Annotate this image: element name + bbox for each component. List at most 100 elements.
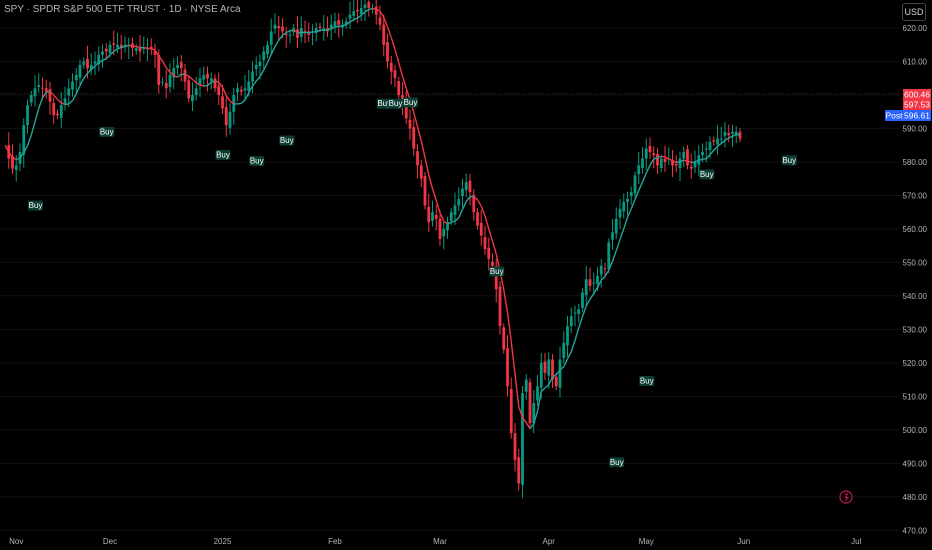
candle (269, 18, 273, 55)
svg-text:Buy: Buy (640, 376, 654, 385)
ma-segment (559, 366, 565, 371)
ma-segment (237, 102, 242, 105)
ma-segment (623, 217, 629, 230)
candle (637, 152, 641, 185)
currency-button[interactable]: USD (902, 3, 926, 21)
ma-segment (653, 156, 658, 160)
candle (562, 331, 566, 364)
ma-segment (604, 269, 610, 277)
ma-segment (443, 220, 448, 225)
ma-segment (143, 46, 148, 49)
price-label: Post 596.61 (885, 110, 931, 121)
candle (536, 374, 539, 406)
candle (209, 72, 213, 90)
candle (74, 67, 78, 94)
ma-segment (57, 98, 62, 104)
ma-segment (514, 373, 520, 407)
ma-segment (664, 156, 670, 160)
ma-segment (506, 312, 512, 342)
candle (626, 191, 629, 216)
candle (359, 0, 363, 22)
ma-segment (308, 31, 313, 34)
candle (164, 69, 168, 99)
candle (727, 124, 731, 143)
ma-segment (124, 44, 129, 48)
candle (513, 423, 517, 472)
candle (329, 14, 333, 41)
ma-segment (154, 49, 160, 57)
candle (431, 200, 434, 227)
ma-segment (375, 8, 381, 12)
ma-segment (86, 68, 92, 74)
candle (29, 90, 33, 107)
ma-segment (330, 26, 336, 30)
x-tick-label: Jun (737, 537, 750, 546)
y-tick-label: 530.00 (903, 325, 928, 334)
buy-signal-label: Buy (388, 98, 403, 109)
svg-text:Post: Post (885, 111, 903, 121)
ma-segment (218, 81, 224, 88)
ma-segment (687, 160, 692, 164)
candle (221, 84, 224, 114)
candle (333, 12, 337, 34)
candle (524, 374, 528, 401)
ma-segment (645, 165, 651, 174)
candle (206, 66, 209, 92)
ma-segment (555, 369, 561, 376)
time-axis[interactable]: Nov Dec 2025 Feb Mar Apr May Jun Jul (9, 537, 861, 546)
y-tick-label: 510.00 (903, 392, 928, 401)
candle (322, 14, 326, 41)
candle (442, 221, 446, 250)
ma-segment (705, 154, 711, 160)
ma-segment (589, 293, 595, 300)
ma-segment (158, 55, 164, 62)
candle (464, 173, 468, 198)
candle (26, 99, 29, 134)
ma-segment (390, 37, 396, 50)
ma-segment (105, 54, 111, 60)
ma-segment (702, 157, 707, 160)
candle (97, 46, 101, 72)
candle (56, 109, 59, 120)
candle (434, 204, 438, 231)
ma-segment (521, 417, 527, 424)
candle (348, 1, 352, 29)
ma-segment (345, 21, 351, 26)
candle (419, 159, 423, 188)
ma-segment (136, 45, 141, 49)
ma-segment (240, 99, 246, 104)
svg-text:597.53: 597.53 (904, 100, 930, 110)
ma-segment (49, 91, 55, 96)
ma-segment (203, 84, 208, 87)
ma-segment (548, 377, 554, 385)
candle (149, 38, 153, 56)
ma-segment (173, 74, 178, 78)
candle (487, 237, 491, 271)
ma-segment (64, 103, 69, 106)
ma-segment (540, 387, 546, 392)
ma-segment (132, 45, 137, 48)
reload-icon[interactable] (839, 490, 853, 504)
ma-segment (461, 201, 467, 210)
x-tick-label: Mar (433, 537, 447, 546)
buy-signal-label: Buy (489, 266, 505, 277)
candle (686, 145, 689, 170)
candle (566, 316, 569, 358)
y-tick-label: 500.00 (903, 426, 928, 435)
ma-segment (368, 7, 373, 11)
y-tick-label: 520.00 (903, 359, 928, 368)
ma-segment (165, 67, 171, 73)
ma-segment (12, 156, 17, 161)
ma-segment (447, 221, 452, 225)
candle (476, 208, 479, 230)
candle (446, 216, 449, 239)
candle (648, 137, 652, 159)
ma-segment (615, 239, 621, 251)
candle (101, 44, 104, 68)
ma-segment (420, 140, 426, 158)
x-tick-label: Nov (9, 537, 23, 546)
ma-segment (476, 199, 482, 207)
ma-segment (147, 47, 152, 50)
